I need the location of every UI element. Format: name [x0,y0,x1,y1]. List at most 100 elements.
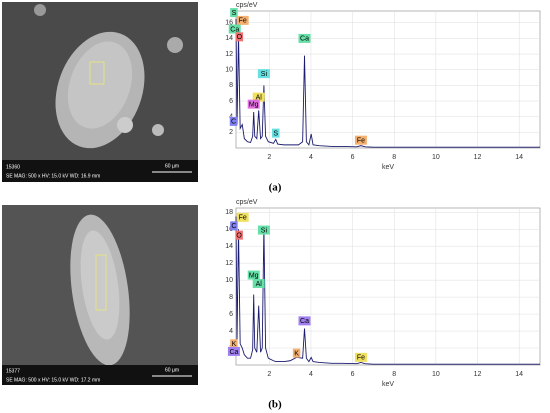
sem-image-a: 15360 SE MAG: 500 x HV: 15.0 kV WD: 16.9… [2,2,198,182]
x-tick-label: 14 [515,371,523,378]
element-label: Al [256,281,263,288]
y-tick-label: 6 [229,98,233,105]
x-tick-label: 10 [432,154,440,161]
element-tag [236,15,249,25]
x-axis-label: keV [382,164,394,171]
debris [167,37,183,53]
y-tick-label: 14 [225,35,233,42]
element-label: O [236,233,242,240]
element-label: Si [261,71,268,78]
element-label: Si [261,227,268,234]
element-tag [354,352,367,362]
x-tick-label: 12 [474,154,482,161]
x-tick-label: 8 [392,371,396,378]
x-axis-label: keV [382,381,394,388]
element-tag [235,230,243,240]
debris [117,117,133,133]
element-tag [252,279,265,289]
y-tick-label: 10 [225,277,233,284]
spectrum-line [235,216,540,365]
x-tick-label: 8 [392,154,396,161]
element-tag [257,69,270,79]
y-tick-label: 6 [229,311,233,318]
element-tag [257,225,270,235]
y-tick-label: 18 [225,209,233,216]
panel-label: (b) [268,399,282,411]
element-tag [298,33,311,43]
element-label: Mg [249,102,259,109]
element-label: C [231,223,236,230]
element-tag [236,212,249,222]
debris [34,4,46,16]
element-label: K [294,350,299,357]
y-tick-label: 16 [225,226,233,233]
x-tick-label: 10 [432,371,440,378]
panel-label: (a) [269,182,282,194]
element-label: Al [256,94,263,101]
y-tick-label: 4 [229,328,233,335]
element-tag [230,8,238,18]
element-tag [247,270,260,280]
particle-highlight [80,230,120,340]
x-tick-label: 6 [351,371,355,378]
image-info: SE MAG: 500 x HV: 15.0 kV WD: 16.9 mm [6,173,100,179]
y-tick-label: 8 [229,82,233,89]
element-label: Fe [239,215,247,222]
analysis-box [89,61,105,85]
element-label: S [273,130,278,137]
info-bar [2,160,198,182]
element-tag [292,348,301,358]
element-label: Ca [229,349,238,356]
image-id: 15377 [6,368,20,374]
y-tick-label: 16 [225,20,233,27]
image-id: 15360 [6,164,20,170]
x-tick-label: 2 [267,154,271,161]
scale-label: 60 µm [165,367,179,373]
y-tick-label: 14 [225,243,233,250]
y-axis-label: cps/eV [236,199,258,206]
plot-area [235,10,541,149]
element-tag [230,339,238,349]
particle-highlight [67,41,133,129]
y-tick-label: 12 [225,260,233,267]
element-label: Ca [300,36,309,43]
plot-area [235,207,541,366]
element-tag [228,24,241,34]
element-label: Mg [249,272,259,279]
element-tag [230,221,238,231]
element-label: O [237,34,243,41]
y-tick-label: 2 [229,129,233,136]
element-tag [235,32,244,42]
element-tag [272,128,280,138]
element-label: Fe [239,18,247,25]
element-label: C [231,119,236,126]
element-label: S [232,10,237,17]
spectrum-line [235,18,540,148]
element-tag [354,135,367,145]
element-tag [229,116,238,126]
x-tick-label: 4 [309,371,313,378]
x-tick-label: 2 [267,371,271,378]
info-bar [2,365,198,385]
element-label: K [232,341,237,348]
element-tag [252,92,265,102]
y-tick-label: 8 [229,294,233,301]
element-label: Fe [357,355,365,362]
x-tick-label: 4 [309,154,313,161]
element-tag [298,316,311,326]
element-tag [227,346,240,356]
analysis-box [95,254,107,311]
image-info: SE MAG: 500 x HV: 15.0 kV WD: 17.2 mm [6,377,100,383]
y-axis-label: cps/eV [236,2,258,9]
element-label: Ca [230,26,239,33]
x-tick-label: 6 [351,154,355,161]
element-label: Ca [300,318,309,325]
y-tick-label: 10 [225,67,233,74]
element-tag [247,99,260,109]
y-tick-label: 12 [225,51,233,58]
x-tick-label: 14 [515,154,523,161]
x-tick-label: 12 [474,371,482,378]
element-label: Fe [357,138,365,145]
debris [152,124,164,136]
